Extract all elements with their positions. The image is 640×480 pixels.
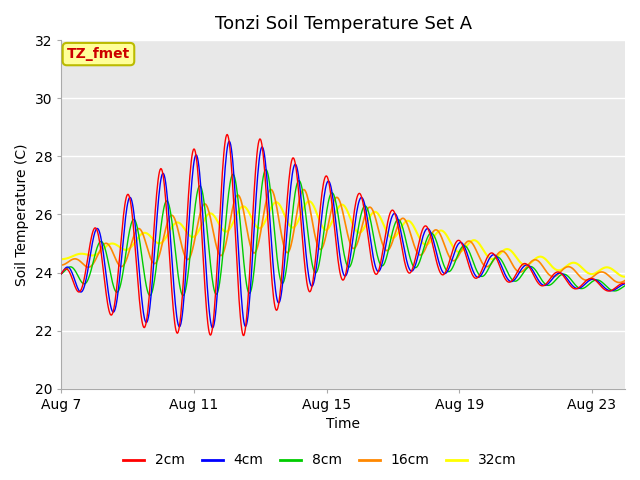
Text: TZ_fmet: TZ_fmet (67, 47, 130, 61)
Y-axis label: Soil Temperature (C): Soil Temperature (C) (15, 143, 29, 286)
Legend: 2cm, 4cm, 8cm, 16cm, 32cm: 2cm, 4cm, 8cm, 16cm, 32cm (118, 448, 522, 473)
Title: Tonzi Soil Temperature Set A: Tonzi Soil Temperature Set A (214, 15, 472, 33)
X-axis label: Time: Time (326, 418, 360, 432)
